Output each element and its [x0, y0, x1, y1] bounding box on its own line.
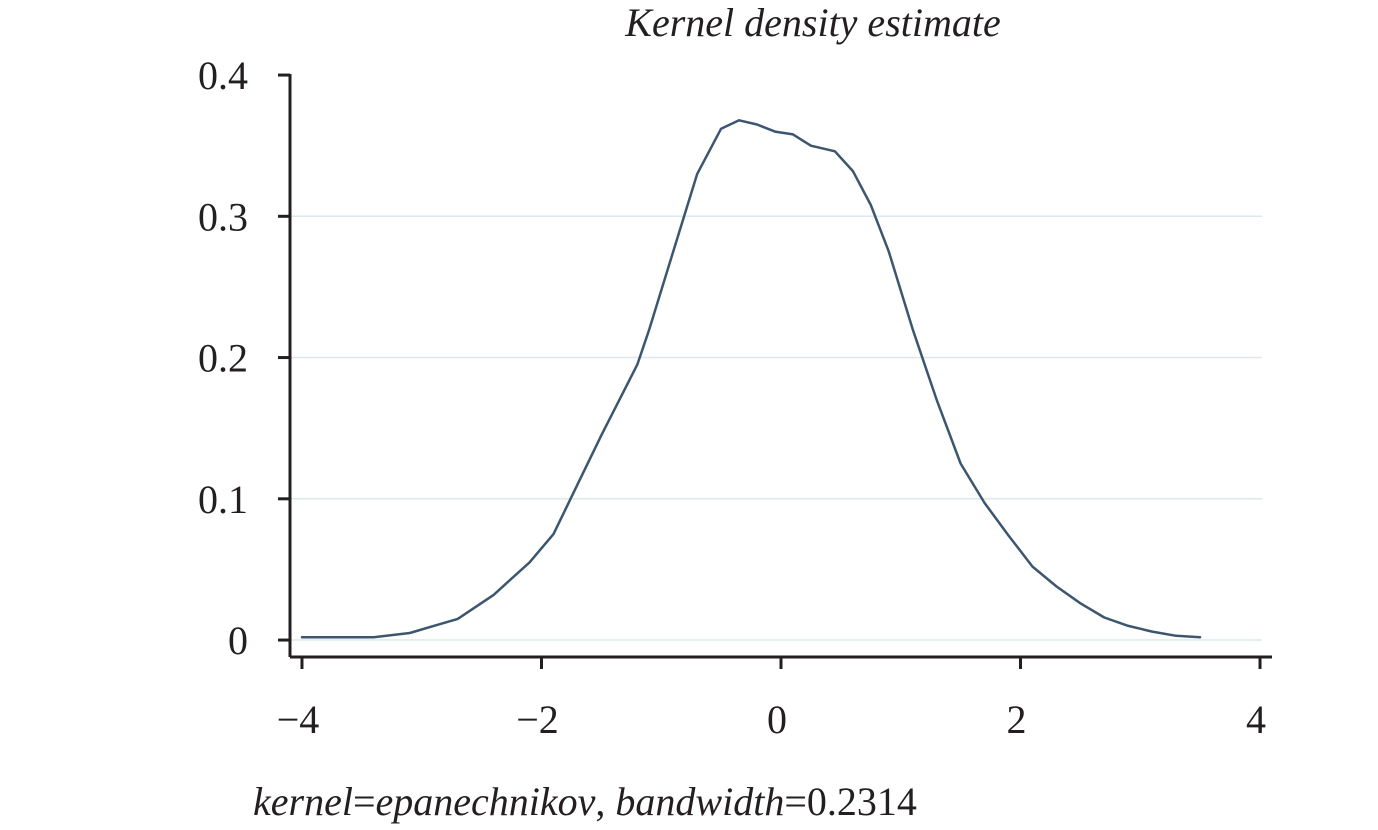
axes — [288, 74, 1272, 659]
kernel-bandwidth-note: kernel=epanechnikov, bandwidth=0.2314 — [253, 779, 917, 824]
grid-lines — [290, 215, 1263, 641]
y-tick-label-0: 0 — [228, 618, 248, 663]
note-separator: , — [595, 779, 615, 824]
bandwidth-value: 0.2314 — [807, 779, 917, 824]
x-axis-ticks: −4 −2 0 2 4 — [277, 657, 1266, 742]
y-axis-ticks: 0 0.1 0.2 0.3 0.4 — [198, 53, 290, 663]
bandwidth-label: bandwidth — [615, 779, 784, 824]
y-tick-label-3: 0.3 — [198, 194, 248, 239]
kernel-value: epanechnikov — [376, 779, 596, 824]
x-tick-label-2: 0 — [767, 697, 787, 742]
density-curve — [300, 119, 1202, 639]
kernel-equals: = — [353, 779, 376, 824]
bandwidth-equals: = — [784, 779, 807, 824]
x-tick-label-1: −2 — [516, 697, 559, 742]
x-tick-label-0: −4 — [277, 697, 320, 742]
y-tick-label-4: 0.4 — [198, 53, 248, 98]
x-tick-label-4: 4 — [1246, 697, 1266, 742]
y-tick-label-1: 0.1 — [198, 477, 248, 522]
y-tick-label-2: 0.2 — [198, 336, 248, 381]
x-tick-label-3: 2 — [1007, 697, 1027, 742]
chart-title: Kernel density estimate — [624, 0, 1000, 45]
kernel-label: kernel — [253, 779, 353, 824]
